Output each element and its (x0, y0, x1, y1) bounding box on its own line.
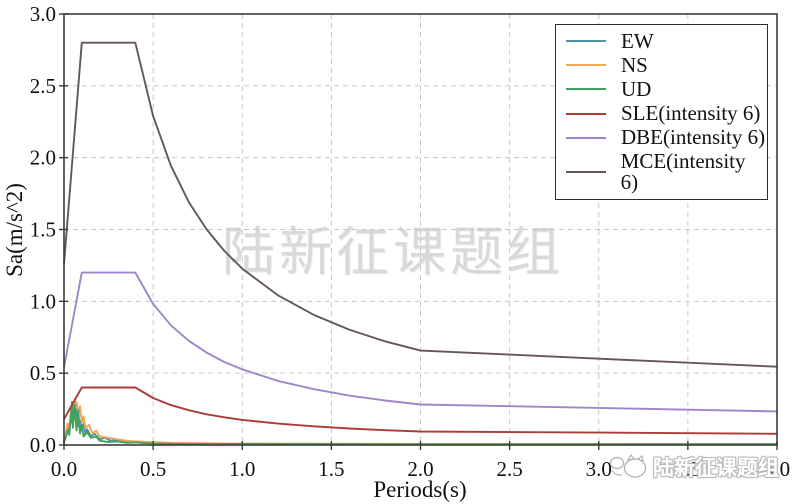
legend-item: NS (556, 52, 767, 77)
legend-line-swatch (566, 136, 606, 139)
legend-label: MCE(intensity 6) (620, 149, 746, 195)
legend-line-swatch (566, 88, 606, 91)
x-tick-label: 2.5 (497, 457, 523, 481)
y-tick-label: 1.5 (30, 218, 56, 242)
x-axis-label: Periods(s) (373, 477, 466, 502)
legend-label: DBE(intensity 6) (621, 125, 766, 150)
legend-line-swatch (566, 40, 606, 43)
legend-item: MCE(intensity 6) (556, 151, 767, 193)
x-tick-label: 1.0 (229, 457, 255, 481)
watermark-corner: 陆新征课题组 (608, 452, 779, 482)
x-tick-label: 2.0 (407, 457, 433, 481)
y-axis-label: Sa(m/s^2) (2, 183, 27, 277)
curve-ud (63, 400, 778, 446)
x-tick-labels: 0.0 0.5 1.0 1.5 2.0 2.5 3.0 3.5 4.0 (51, 457, 790, 481)
y-tick-label: 0.0 (30, 433, 56, 457)
legend: EW NS UD SLE(intensity 6) DBE(intensity 6) MC… (555, 24, 768, 200)
y-tick-label: 1.0 (30, 289, 56, 313)
legend-item: UD (556, 76, 767, 101)
y-tick-label: 3.0 (30, 2, 56, 26)
curve-dbe-intensity-6- (63, 271, 778, 413)
watermark-center-text: 陆新征课题组 (222, 224, 564, 282)
legend-item: SLE(intensity 6) (556, 103, 767, 124)
y-tick-label: 2.0 (30, 146, 56, 170)
legend-item: EW (556, 28, 767, 53)
legend-label: EW (621, 28, 654, 53)
legend-label: UD (621, 76, 652, 101)
curve-sle-intensity-6- (63, 386, 778, 435)
x-tick-label: 3.0 (586, 457, 612, 481)
legend-label: NS (621, 52, 648, 77)
y-tick-label: 2.5 (30, 74, 56, 98)
spectrum-curves (63, 41, 778, 446)
lab-logo-icon (609, 453, 647, 478)
x-tick-label: 0.5 (140, 457, 166, 481)
y-tick-labels: 0.0 0.5 1.0 1.5 2.0 2.5 3.0 (30, 2, 56, 457)
y-tick-label: 0.5 (30, 361, 56, 385)
legend-label: SLE(intensity 6) (621, 101, 761, 126)
legend-line-swatch (566, 112, 606, 115)
watermark-corner-text: 陆新征课题组 (653, 456, 779, 480)
legend-line-swatch (566, 64, 606, 67)
x-tick-label: 3.5 (675, 457, 701, 481)
curve-mce-intensity-6- (63, 41, 778, 368)
x-tick-label: 4.0 (764, 457, 790, 481)
x-tick-label: 0.0 (51, 457, 77, 481)
legend-item: DBE(intensity 6) (556, 127, 767, 148)
x-tick-label: 1.5 (318, 457, 344, 481)
legend-line-swatch (566, 171, 606, 174)
axis-ticks (59, 13, 778, 450)
